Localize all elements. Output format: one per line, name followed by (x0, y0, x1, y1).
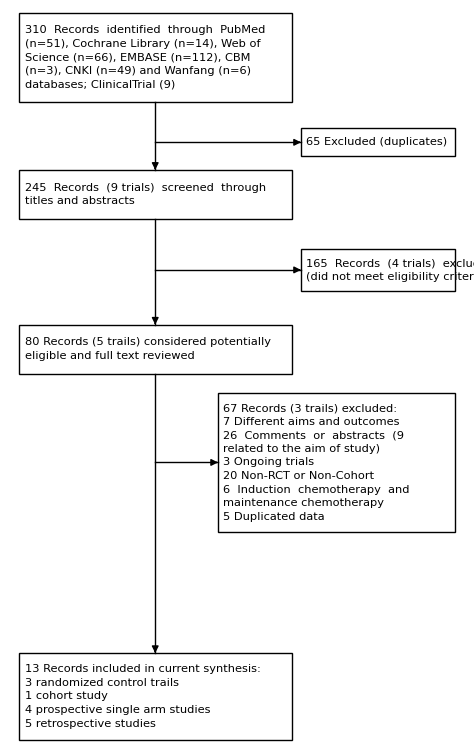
Text: 67 Records (3 trails) excluded:
7 Different aims and outcomes
26  Comments  or  : 67 Records (3 trails) excluded: 7 Differ… (223, 403, 409, 522)
FancyBboxPatch shape (19, 325, 292, 374)
Text: 80 Records (5 trails) considered potentially
eligible and full text reviewed: 80 Records (5 trails) considered potenti… (25, 337, 271, 361)
FancyBboxPatch shape (19, 13, 292, 102)
FancyBboxPatch shape (19, 653, 292, 740)
Text: 165  Records  (4 trials)  excluded
(did not meet eligibility criteria): 165 Records (4 trials) excluded (did not… (306, 258, 474, 282)
FancyBboxPatch shape (301, 249, 455, 291)
FancyBboxPatch shape (301, 128, 455, 156)
FancyBboxPatch shape (218, 393, 455, 532)
Text: 65 Excluded (duplicates): 65 Excluded (duplicates) (306, 137, 447, 147)
FancyBboxPatch shape (19, 170, 292, 219)
Text: 245  Records  (9 trials)  screened  through
titles and abstracts: 245 Records (9 trials) screened through … (25, 183, 266, 206)
Text: 13 Records included in current synthesis:
3 randomized control trails
1 cohort s: 13 Records included in current synthesis… (25, 664, 261, 729)
Text: 310  Records  identified  through  PubMed
(n=51), Cochrane Library (n=14), Web o: 310 Records identified through PubMed (n… (25, 25, 265, 90)
